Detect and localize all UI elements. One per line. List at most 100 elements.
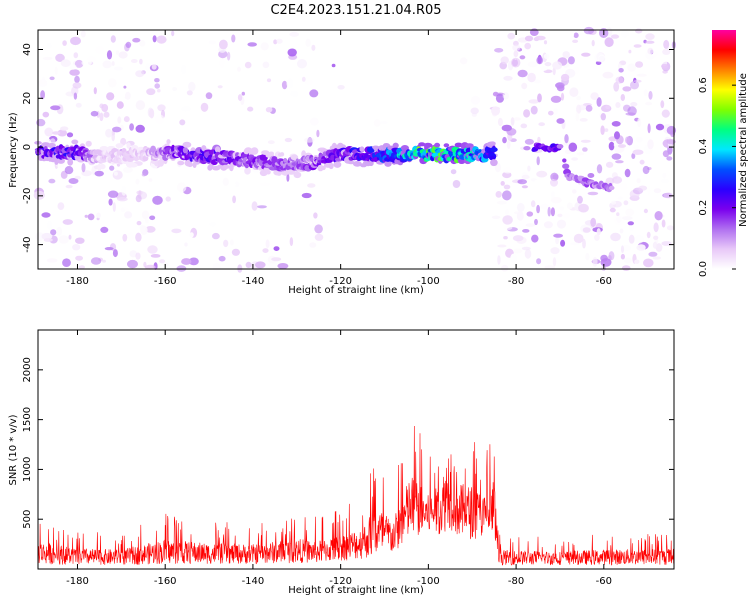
- noise-cell: [511, 57, 521, 68]
- spectrogram-x-tick-label: -80: [508, 276, 524, 287]
- noise-cell: [219, 39, 228, 50]
- noise-cell: [527, 165, 531, 172]
- noise-cell: [86, 95, 91, 102]
- colorbar-label: Normalized spectral amplitude: [738, 73, 749, 227]
- snr-x-tick-label: -180: [66, 576, 89, 587]
- noise-cell: [62, 258, 71, 268]
- noise-cell: [647, 123, 651, 134]
- noise-cell: [625, 112, 636, 116]
- noise-cell: [513, 50, 519, 58]
- noise-cell: [556, 219, 567, 229]
- noise-cell: [74, 59, 84, 68]
- noise-cell: [663, 192, 673, 199]
- noise-cell: [151, 64, 157, 70]
- noise-cell: [575, 112, 579, 122]
- noise-cell: [519, 55, 526, 60]
- noise-cell: [181, 64, 186, 75]
- noise-cell: [536, 204, 540, 214]
- noise-cell: [608, 141, 615, 151]
- noise-cell: [40, 90, 45, 100]
- noise-cell: [536, 156, 540, 166]
- noise-cell: [666, 156, 673, 161]
- noise-cell: [81, 60, 92, 66]
- noise-cell: [614, 131, 620, 140]
- noise-cell: [200, 102, 209, 112]
- noise-cell: [125, 91, 131, 100]
- spectrogram-x-tick-label: -60: [596, 276, 612, 287]
- ridge-cell: [490, 147, 498, 153]
- noise-cell: [635, 61, 644, 68]
- noise-cell: [262, 61, 270, 69]
- spectrogram-x-tick-label: -160: [154, 276, 177, 287]
- noise-cell: [567, 56, 575, 65]
- noise-cell: [551, 191, 555, 199]
- noise-cell: [530, 105, 538, 115]
- noise-cell: [550, 247, 560, 255]
- noise-cell: [229, 239, 234, 246]
- noise-cell: [617, 196, 623, 200]
- snr-y-label: SNR (10 * v/v): [8, 414, 19, 485]
- noise-cell: [68, 234, 72, 240]
- snr-y-tick-label: 1000: [22, 457, 33, 482]
- noise-cell: [615, 102, 621, 108]
- noise-cell: [117, 116, 122, 124]
- noise-cell: [111, 61, 115, 66]
- noise-cell: [33, 190, 45, 200]
- noise-cell: [636, 73, 647, 77]
- noise-cell: [580, 139, 591, 143]
- spectrogram-y-tick-label: 20: [22, 92, 33, 105]
- noise-cell: [634, 235, 644, 244]
- noise-cell: [147, 245, 158, 254]
- noise-cell: [415, 39, 424, 49]
- noise-cell: [553, 108, 558, 115]
- noise-cell: [579, 118, 588, 122]
- snr-panel: -180 -160 -140 -120 -100 -80 -60 500 1000 1500 20…: [8, 329, 675, 596]
- noise-cell: [569, 87, 579, 97]
- noise-cell: [556, 84, 565, 92]
- noise-cell: [630, 102, 638, 107]
- ridge-cell: [490, 159, 498, 167]
- noise-cell: [52, 131, 61, 135]
- noise-cell: [504, 209, 509, 215]
- noise-cell: [560, 239, 566, 247]
- ridge-cell: [489, 141, 496, 146]
- noise-cell: [661, 219, 666, 228]
- noise-cell: [135, 252, 141, 260]
- noise-cell: [69, 69, 80, 76]
- noise-cell: [57, 129, 68, 137]
- noise-cell: [552, 61, 563, 70]
- noise-cell: [41, 76, 46, 85]
- noise-cell: [594, 234, 600, 241]
- noise-cell: [136, 220, 142, 226]
- snr-x-tick-label: -120: [329, 576, 352, 587]
- noise-cell: [633, 79, 642, 83]
- noise-cell: [604, 37, 614, 48]
- noise-cell: [123, 116, 130, 123]
- noise-cell: [113, 171, 118, 176]
- noise-cell: [188, 81, 196, 92]
- noise-cell: [135, 232, 142, 242]
- noise-cell: [127, 259, 138, 269]
- noise-cell: [212, 262, 221, 271]
- noise-cell: [141, 173, 147, 177]
- noise-cell: [536, 56, 543, 65]
- noise-cell: [544, 62, 552, 67]
- noise-cell: [609, 207, 616, 213]
- noise-cell: [452, 180, 461, 188]
- noise-cell: [662, 172, 667, 179]
- noise-cell: [154, 228, 161, 235]
- noise-cell: [450, 169, 457, 175]
- noise-cell: [46, 258, 58, 263]
- noise-cell: [247, 42, 257, 47]
- spectrogram-heatmap: [33, 26, 677, 273]
- noise-cell: [590, 92, 599, 100]
- noise-cell: [289, 237, 294, 247]
- noise-cell: [205, 92, 213, 100]
- noise-cell: [630, 80, 639, 90]
- noise-cell: [628, 223, 635, 231]
- noise-cell: [570, 242, 579, 246]
- ridge-cell: [283, 158, 288, 163]
- noise-cell: [277, 263, 289, 269]
- noise-cell: [503, 236, 508, 240]
